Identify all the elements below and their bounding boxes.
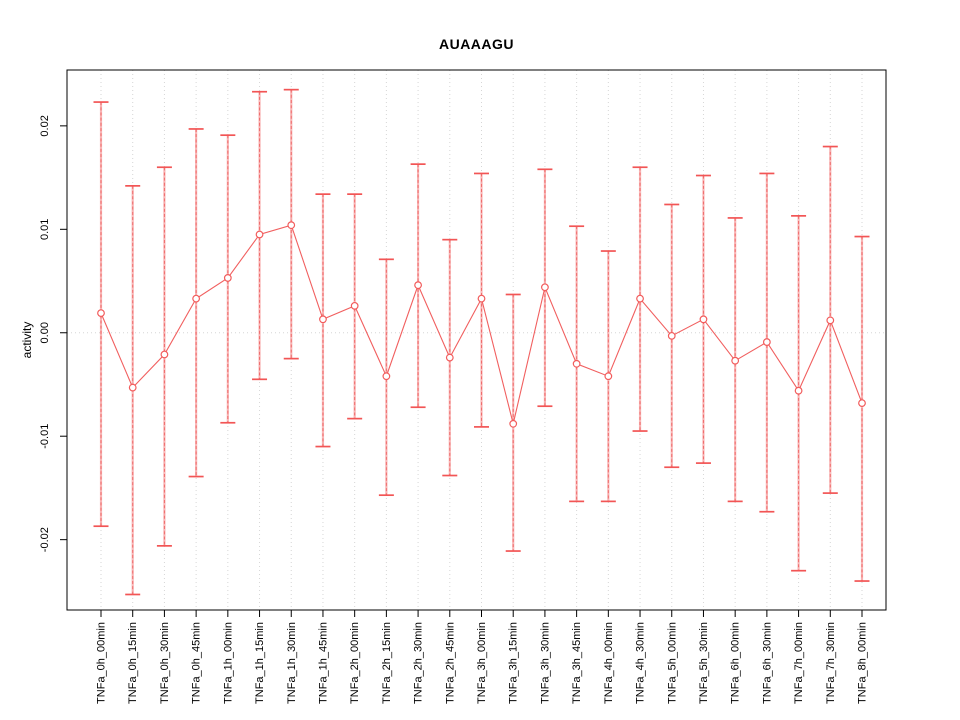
data-point: [667, 331, 676, 340]
x-tick-label: TNFa_7h_00min: [793, 622, 805, 704]
y-tick-label: 0.01: [39, 219, 51, 240]
x-tick-label: TNFa_2h_00min: [349, 622, 361, 704]
data-point: [477, 294, 486, 303]
y-tick-label: -0.02: [39, 527, 51, 552]
data-point: [382, 372, 391, 381]
data-point: [699, 315, 708, 324]
x-tick-label: TNFa_1h_45min: [317, 622, 329, 704]
x-tick-label: TNFa_2h_15min: [381, 622, 393, 704]
data-point: [192, 294, 201, 303]
data-point: [414, 281, 422, 290]
x-tick-label: TNFa_1h_15min: [254, 622, 266, 704]
data-point: [509, 419, 518, 428]
chart-title: AUAAAGU: [438, 36, 515, 52]
data-point: [794, 386, 803, 395]
x-tick-label: TNFa_1h_30min: [286, 622, 298, 704]
plot-border: [66, 69, 887, 611]
x-tick-label: TNFa_4h_30min: [635, 622, 647, 704]
data-point: [350, 301, 359, 310]
x-tick-label: TNFa_3h_15min: [508, 622, 520, 704]
x-tick-label: TNFa_0h_15min: [127, 622, 139, 704]
data-point: [826, 316, 835, 325]
data-point: [762, 338, 771, 346]
data-point: [541, 283, 549, 292]
y-tick-label: -0.01: [39, 424, 51, 449]
data-point: [97, 309, 105, 318]
x-tick-label: TNFa_0h_30min: [159, 622, 171, 704]
data-point: [255, 230, 264, 239]
data-point: [445, 353, 454, 362]
x-tick-label: TNFa_3h_00min: [476, 622, 488, 704]
x-tick-label: TNFa_7h_30min: [825, 622, 837, 704]
data-point: [160, 350, 169, 359]
x-tick-label: TNFa_6h_00min: [730, 622, 742, 704]
y-tick-label: 0.02: [39, 115, 51, 136]
x-tick-label: TNFa_1h_00min: [222, 622, 234, 704]
x-tick-label: TNFa_5h_30min: [698, 622, 710, 704]
data-point: [128, 383, 137, 392]
x-tick-label: TNFa_5h_00min: [666, 622, 678, 704]
x-tick-label: TNFa_8h_00min: [857, 622, 869, 704]
x-tick-label: TNFa_2h_30min: [413, 622, 425, 704]
data-point: [572, 359, 581, 368]
data-point: [319, 315, 327, 324]
data-point: [287, 221, 296, 230]
x-tick-label: TNFa_6h_30min: [761, 622, 773, 704]
x-tick-label: TNFa_2h_45min: [444, 622, 456, 704]
x-tick-label: TNFa_3h_30min: [539, 622, 551, 704]
data-point: [604, 372, 613, 381]
data-point: [731, 356, 740, 365]
data-point: [636, 294, 644, 303]
x-tick-label: TNFa_0h_45min: [191, 622, 203, 704]
y-tick-label: 0.00: [39, 322, 51, 343]
data-point: [858, 399, 866, 408]
x-tick-label: TNFa_0h_00min: [96, 622, 108, 704]
x-tick-label: TNFa_4h_00min: [603, 622, 615, 704]
data-point: [223, 274, 232, 282]
x-tick-label: TNFa_3h_45min: [571, 622, 583, 704]
